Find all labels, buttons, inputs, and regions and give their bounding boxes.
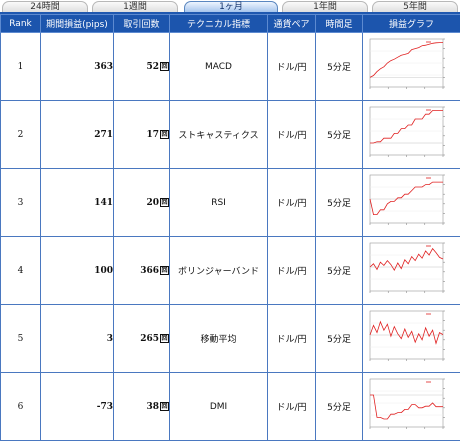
trades-value: 366 [140,265,159,276]
trades-cell: 265 回 [113,304,170,373]
graph-cell [362,100,460,169]
trade-unit-box: 回 [160,401,169,411]
ranking-table: Rank 期間損益(pips) 取引回数 テクニカル指標 通貨ペア 時間足 損益… [0,14,460,441]
indicator-cell: DMI [169,372,268,441]
profit-graph [369,174,445,225]
pair-cell: ドル/円 [267,236,316,305]
graph-line [369,42,443,78]
timeframe-cell: 5分足 [315,372,363,441]
rank-cell: 4 [0,236,41,305]
pips-cell: 100 [40,236,114,305]
profit-graph [369,310,445,361]
table-row[interactable]: 3 141 20 回 RSI ドル/円 5分足 [0,168,460,237]
table-row[interactable]: 6 -73 38 回 DMI ドル/円 5分足 [0,372,460,441]
pips-cell: 271 [40,100,114,169]
timeframe-cell: 5分足 [315,100,363,169]
indicator-cell: RSI [169,168,268,237]
pips-cell: -73 [40,372,114,441]
tab-1week[interactable]: 1週間 [92,1,178,13]
timeframe-cell: 5分足 [315,236,363,305]
pair-cell: ドル/円 [267,304,316,373]
trades-value: 52 [146,61,159,72]
period-tabs: 24時間 1週間 1ヶ月 1年間 5年間 [0,0,460,14]
col-graph: 損益グラフ [362,14,460,33]
rank-cell: 5 [0,304,41,373]
tab-1month[interactable]: 1ヶ月 [184,1,278,13]
trade-unit-box: 回 [160,61,169,71]
profit-graph [369,38,445,89]
table-row[interactable]: 2 271 17 回 ストキャスティクス ドル/円 5分足 [0,100,460,169]
pair-cell: ドル/円 [267,100,316,169]
graph-cell [362,304,460,373]
trade-unit-box: 回 [160,129,169,139]
trades-cell: 38 回 [113,372,170,441]
pair-cell: ドル/円 [267,32,316,101]
col-timeframe: 時間足 [315,14,363,33]
trades-value: 20 [146,197,159,208]
table-row[interactable]: 1 363 52 回 MACD ドル/円 5分足 [0,32,460,101]
pair-cell: ドル/円 [267,168,316,237]
tab-underline [0,12,460,14]
col-trades: 取引回数 [113,14,170,33]
pips-cell: 363 [40,32,114,101]
rank-cell: 2 [0,100,41,169]
timeframe-cell: 5分足 [315,304,363,373]
trades-cell: 52 回 [113,32,170,101]
timeframe-cell: 5分足 [315,32,363,101]
tab-5year[interactable]: 5年間 [372,1,458,13]
trades-value: 38 [146,401,159,412]
graph-line [370,394,443,420]
graph-line [369,181,443,215]
graph-cell [362,372,460,441]
trade-unit-box: 回 [160,265,169,275]
indicator-cell: MACD [169,32,268,101]
col-pips: 期間損益(pips) [40,14,114,33]
trades-cell: 366 回 [113,236,170,305]
trades-cell: 17 回 [113,100,170,169]
col-pair: 通貨ペア [267,14,316,33]
trades-value: 265 [140,333,159,344]
pair-cell: ドル/円 [267,372,316,441]
graph-line [369,247,444,272]
rank-cell: 1 [0,32,41,101]
indicator-cell: 移動平均 [169,304,268,373]
col-indicator: テクニカル指標 [169,14,268,33]
profit-graph [369,378,445,429]
profit-graph [369,242,445,293]
table-row[interactable]: 4 100 366 回 ボリンジャーバンド ドル/円 5分足 [0,236,460,305]
trades-value: 17 [146,129,159,140]
graph-line [370,110,443,144]
indicator-cell: ボリンジャーバンド [169,236,268,305]
trade-unit-box: 回 [160,333,169,343]
rank-cell: 3 [0,168,41,237]
graph-cell [362,32,460,101]
timeframe-cell: 5分足 [315,168,363,237]
table-row[interactable]: 5 3 265 回 移動平均 ドル/円 5分足 [0,304,460,373]
trades-cell: 20 回 [113,168,170,237]
graph-cell [362,168,460,237]
pips-cell: 141 [40,168,114,237]
table-header-row: Rank 期間損益(pips) 取引回数 テクニカル指標 通貨ペア 時間足 損益… [0,14,460,33]
col-rank: Rank [0,14,41,33]
profit-graph [369,106,445,157]
graph-line [369,320,444,345]
graph-cell [362,236,460,305]
tab-24h[interactable]: 24時間 [2,1,88,13]
pips-cell: 3 [40,304,114,373]
trade-unit-box: 回 [160,197,169,207]
indicator-cell: ストキャスティクス [169,100,268,169]
rank-cell: 6 [0,372,41,441]
tab-1year[interactable]: 1年間 [282,1,368,13]
